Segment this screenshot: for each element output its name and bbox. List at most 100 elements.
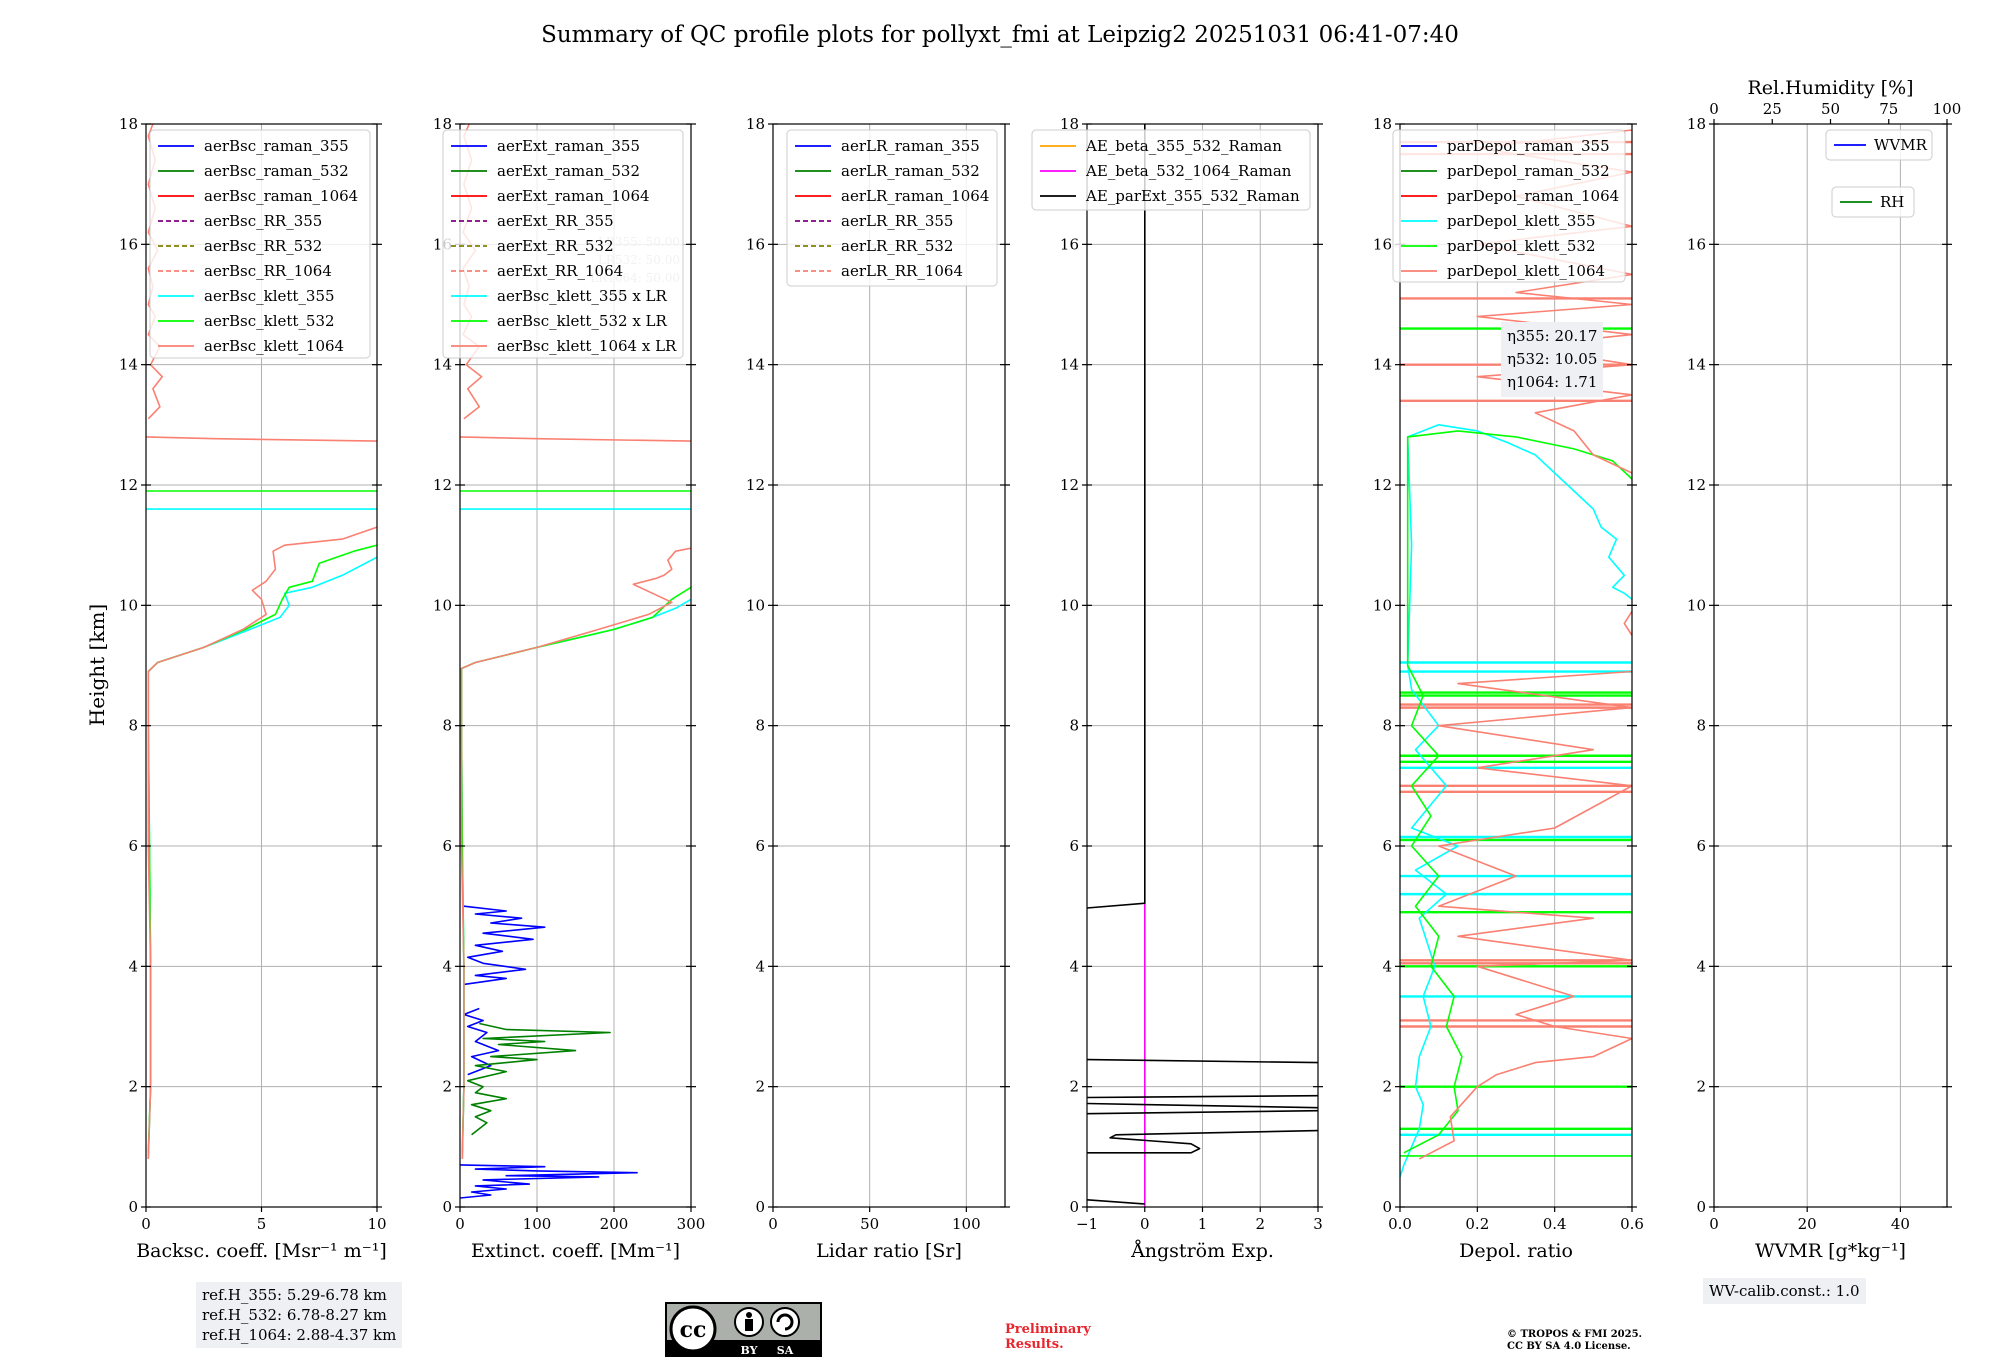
x-tick-label: 300 xyxy=(677,1215,706,1233)
series-line xyxy=(1087,1094,1318,1099)
y-tick-label: 0 xyxy=(442,1198,452,1216)
y-tick-label: 6 xyxy=(1069,837,1079,855)
y-tick-label: 14 xyxy=(1687,356,1706,374)
cc-sa-label: SA xyxy=(777,1344,794,1357)
y-tick-label: 14 xyxy=(433,356,452,374)
top-x-tick-label: 100 xyxy=(1933,100,1962,118)
y-tick-label: 18 xyxy=(746,115,765,133)
legend-label: aerBsc_RR_355 xyxy=(204,212,322,230)
legend-label: aerExt_RR_532 xyxy=(497,237,614,255)
eta-532: η532: 10.05 xyxy=(1507,350,1598,368)
wv-calib-box: WV-calib.const.: 1.0 xyxy=(1703,1278,1866,1304)
svg-text:cc: cc xyxy=(680,1317,707,1343)
series-line xyxy=(463,905,546,986)
legend-label: aerBsc_klett_355 x LR xyxy=(497,287,668,305)
y-tick-label: 2 xyxy=(442,1078,452,1096)
y-tick-label: 18 xyxy=(1687,115,1706,133)
y-tick-label: 12 xyxy=(119,476,138,494)
legend-label: WVMR xyxy=(1874,136,1928,154)
legend-label: AE_beta_532_1064_Raman xyxy=(1085,162,1292,180)
cc-by-sa-logo: cc BY SA xyxy=(665,1302,822,1357)
preliminary-note: Preliminary Results. xyxy=(1005,1322,1091,1352)
top-x-tick-label: 0 xyxy=(1709,100,1719,118)
data-layer xyxy=(1400,129,1632,1178)
y-tick-label: 18 xyxy=(433,115,452,133)
x-tick-label: 50 xyxy=(860,1215,879,1233)
y-tick-label: 4 xyxy=(755,957,765,975)
legend-label: aerExt_RR_1064 xyxy=(497,262,623,280)
y-tick-label: 12 xyxy=(1687,476,1706,494)
y-tick-label: 12 xyxy=(746,476,765,494)
x-tick-label: 100 xyxy=(523,1215,552,1233)
data-layer xyxy=(146,124,377,1159)
y-tick-label: 8 xyxy=(1382,717,1392,735)
y-tick-label: 8 xyxy=(442,717,452,735)
legend: aerBsc_raman_355 aerBsc_raman_532 aerBsc_r… xyxy=(149,129,371,359)
y-tick-label: 10 xyxy=(1687,596,1706,614)
figure-title: Summary of QC profile plots for pollyxt_… xyxy=(541,22,1459,48)
y-tick-label: 10 xyxy=(746,596,765,614)
y-tick-label: 16 xyxy=(746,235,765,253)
ref-height-1064: ref.H_1064: 2.88-4.37 km xyxy=(202,1326,397,1344)
y-tick-label: 6 xyxy=(755,837,765,855)
legend-label: aerBsc_raman_1064 xyxy=(204,187,358,205)
legend-label: AE_beta_355_532_Raman xyxy=(1085,137,1282,155)
legend: RH xyxy=(1831,186,1915,218)
legend-label: aerLR_RR_1064 xyxy=(841,262,963,280)
x-tick-label: 0.0 xyxy=(1388,1215,1412,1233)
x-tick-label: 2 xyxy=(1255,1215,1265,1233)
legend-box xyxy=(1392,129,1626,283)
ref-height-532: ref.H_532: 6.78-8.27 km xyxy=(202,1306,387,1324)
y-tick-label: 10 xyxy=(1373,596,1392,614)
series-line xyxy=(1087,1199,1145,1205)
ref-height-box: ref.H_355: 5.29-6.78 km ref.H_532: 6.78-… xyxy=(196,1282,403,1348)
eta-box: η355: 20.17 η532: 10.05 η1064: 1.71 xyxy=(1501,322,1604,397)
legend-label: RH xyxy=(1880,193,1904,211)
y-tick-label: 14 xyxy=(1060,356,1079,374)
x-tick-label: 100 xyxy=(952,1215,981,1233)
y-tick-label: 16 xyxy=(1060,235,1079,253)
x-tick-label: 10 xyxy=(367,1215,386,1233)
y-tick-label: 0 xyxy=(1696,1198,1706,1216)
series-line xyxy=(1087,1129,1318,1154)
x-tick-label: 40 xyxy=(1891,1215,1910,1233)
top-x-tick-label: 25 xyxy=(1763,100,1782,118)
axes-frame xyxy=(1713,123,1948,1208)
series-line xyxy=(147,526,377,1159)
y-tick-label: 8 xyxy=(755,717,765,735)
x-tick-label: 5 xyxy=(257,1215,267,1233)
x-tick-label: 1 xyxy=(1198,1215,1208,1233)
legend-box xyxy=(149,129,371,359)
y-tick-label: 16 xyxy=(1687,235,1706,253)
legend: WVMR xyxy=(1825,129,1933,161)
panel-bsc: 0 2 4 6 8 10 12 14 16 18 0 5 10 Backsc. coeff. [Msr⁻¹… xyxy=(119,115,387,1262)
y-tick-label: 0 xyxy=(1382,1198,1392,1216)
y-tick-label: 10 xyxy=(1060,596,1079,614)
eta-1064: η1064: 1.71 xyxy=(1507,373,1598,391)
series-line xyxy=(1087,1102,1318,1109)
x-tick-label: 0 xyxy=(455,1215,465,1233)
series-line xyxy=(463,1007,500,1076)
legend-label: parDepol_raman_1064 xyxy=(1447,187,1619,205)
x-axis-label: Depol. ratio xyxy=(1459,1240,1573,1262)
x-tick-label: 0 xyxy=(768,1215,778,1233)
y-tick-label: 18 xyxy=(1373,115,1392,133)
series-line xyxy=(1400,423,1632,1178)
y-tick-label: 6 xyxy=(1382,837,1392,855)
legend-label: aerBsc_klett_532 xyxy=(204,312,335,330)
y-tick-label: 10 xyxy=(119,596,138,614)
legend-label: aerBsc_klett_1064 x LR xyxy=(497,337,677,355)
y-tick-label: 4 xyxy=(1069,957,1079,975)
legend-label: aerBsc_klett_532 x LR xyxy=(497,312,668,330)
data-layer xyxy=(1087,124,1318,1207)
y-tick-label: 2 xyxy=(1696,1078,1706,1096)
legend-label: aerExt_raman_1064 xyxy=(497,187,650,205)
y-tick-label: 4 xyxy=(1382,957,1392,975)
y-tick-label: 6 xyxy=(442,837,452,855)
x-axis-label: Backsc. coeff. [Msr⁻¹ m⁻¹] xyxy=(136,1240,387,1262)
series-line xyxy=(460,598,691,1159)
y-tick-label: 12 xyxy=(1060,476,1079,494)
